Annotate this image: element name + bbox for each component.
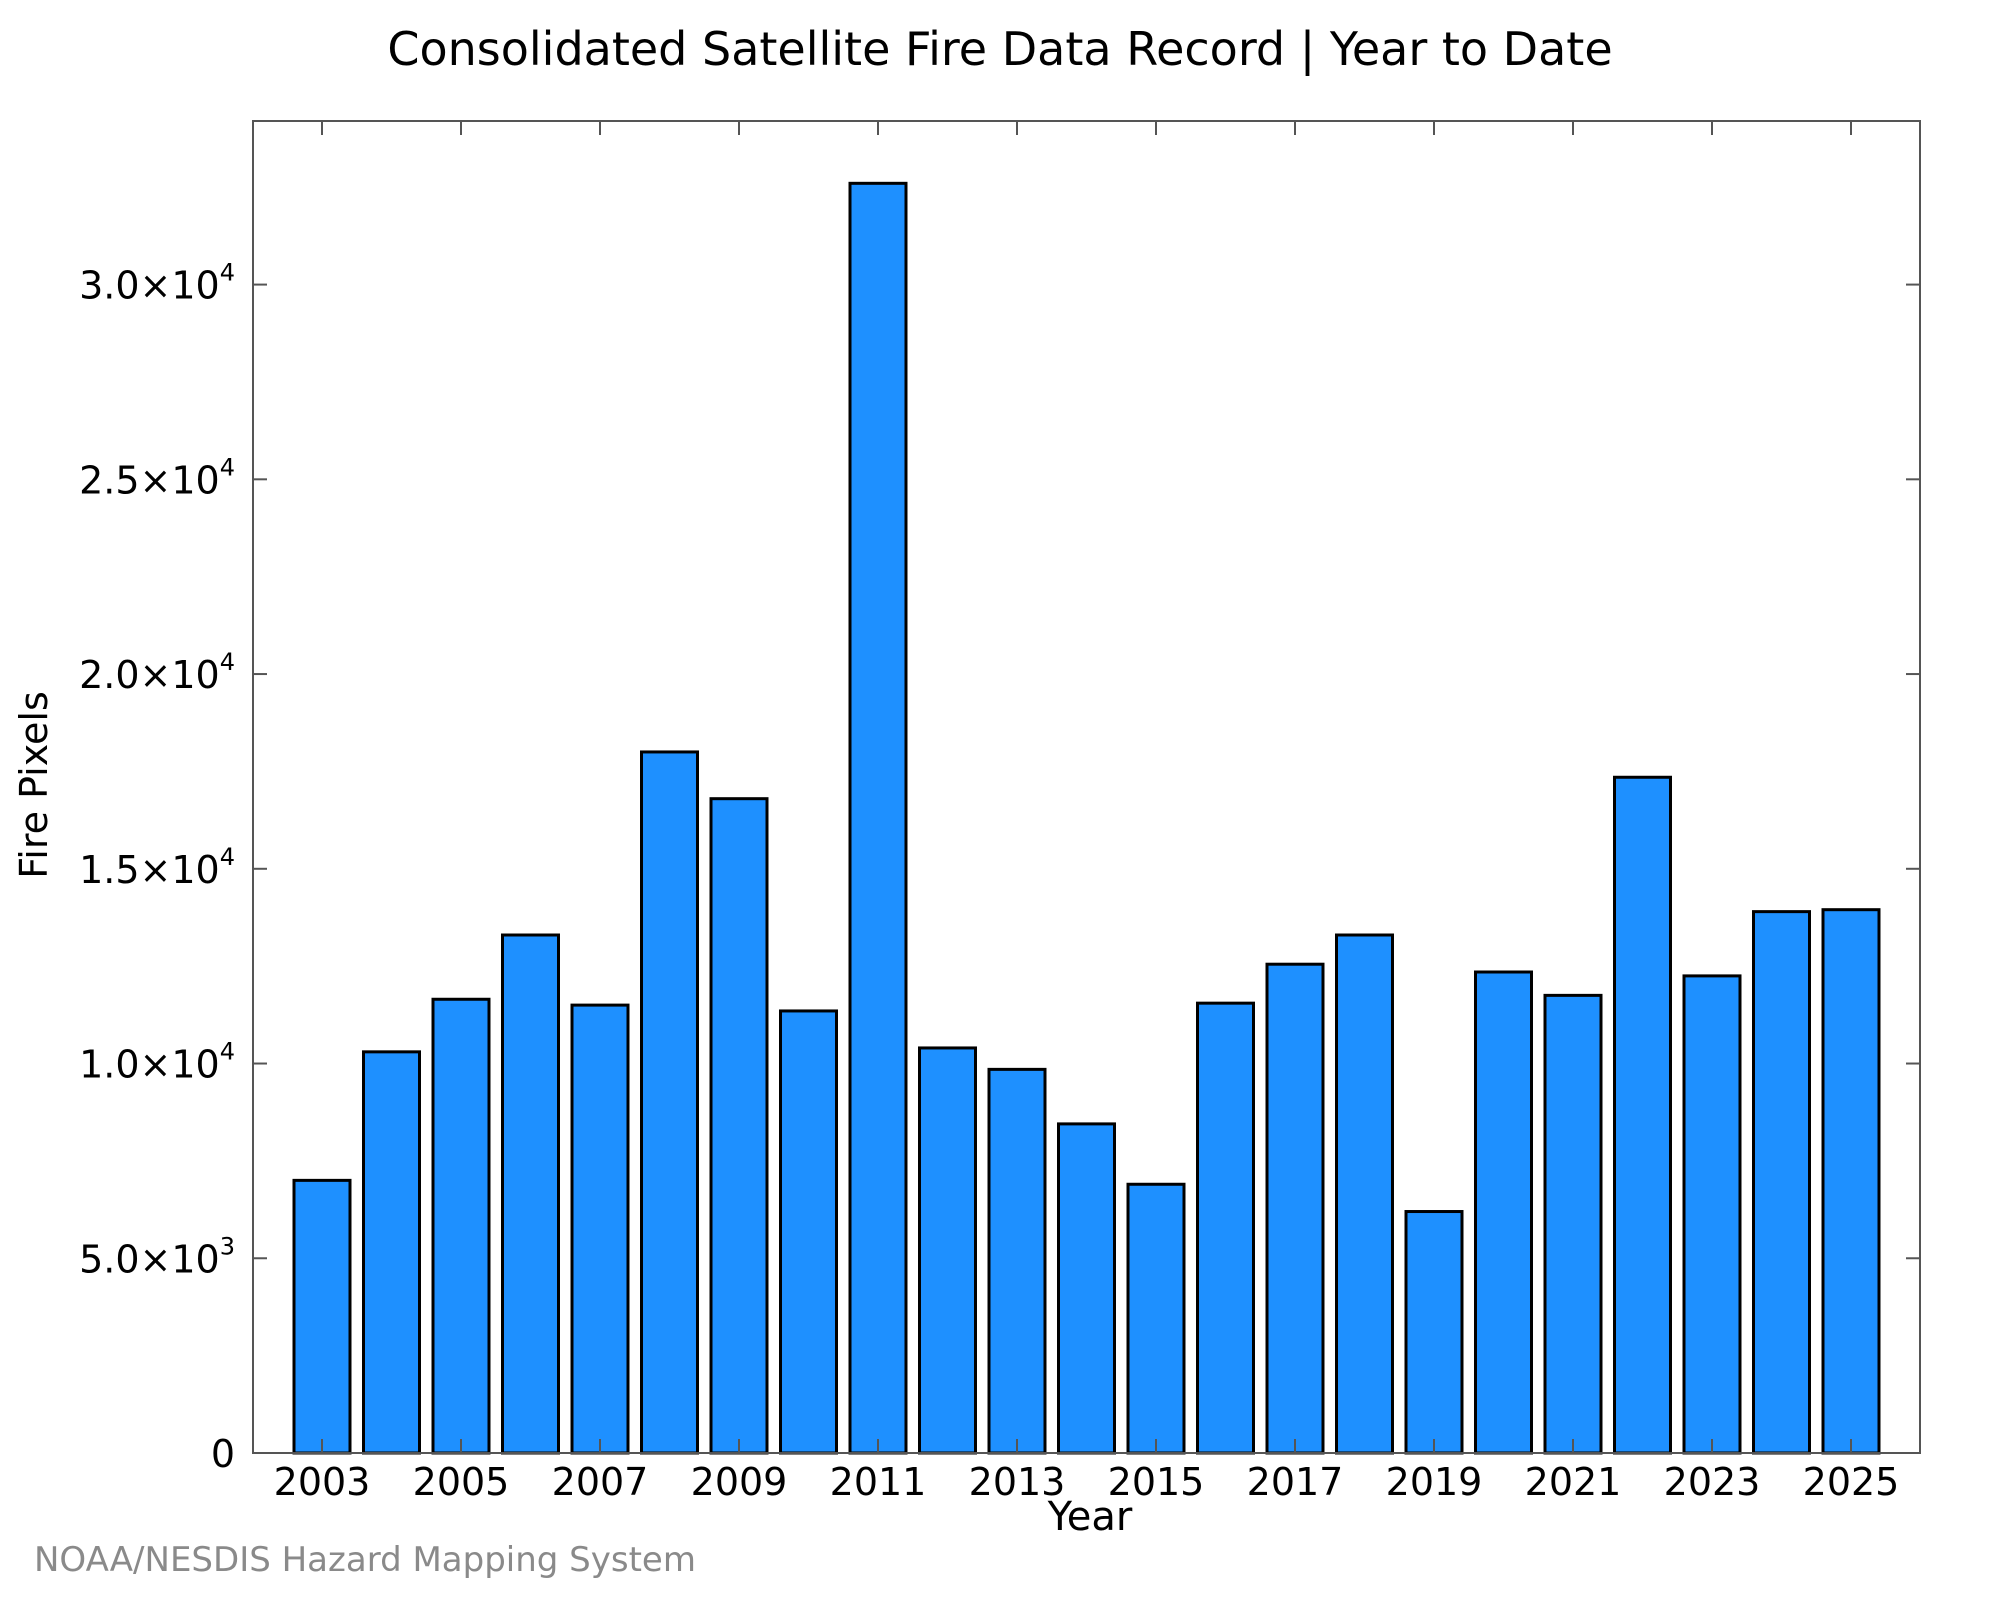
x-tick-label-2007: 2007 — [552, 1460, 649, 1504]
bar-2005 — [431, 997, 491, 1455]
bar-2022 — [1613, 775, 1672, 1455]
y-tick-label-25000: 2.5×104 — [79, 453, 235, 502]
bar-2004 — [362, 1050, 421, 1455]
plot-frame — [252, 120, 1921, 1454]
bar-2012 — [918, 1046, 977, 1455]
x-tick-label-2023: 2023 — [1664, 1460, 1761, 1504]
bar-2020 — [1474, 970, 1533, 1455]
bar-2013 — [987, 1067, 1047, 1455]
bar-2021 — [1543, 993, 1603, 1455]
ticks-group: 2003 2005 2007 2009 2011 2013 2015 2017 2019 2021… — [79, 121, 1920, 1504]
bar-2024 — [1752, 910, 1811, 1455]
x-tick-label-2003: 2003 — [274, 1460, 371, 1504]
x-tick-label-2017: 2017 — [1247, 1460, 1344, 1504]
bar-2009 — [709, 797, 769, 1455]
y-tick-label-30000: 3.0×104 — [79, 259, 235, 308]
bar-2017 — [1265, 962, 1325, 1455]
y-axis-label: Fire Pixels — [12, 691, 56, 879]
x-tick-label-2013: 2013 — [969, 1460, 1066, 1504]
y-tick-label-20000: 2.0×104 — [79, 648, 235, 697]
chart-title: Consolidated Satellite Fire Data Record … — [387, 22, 1613, 76]
bar-2015 — [1126, 1182, 1186, 1455]
bar-2014 — [1057, 1122, 1116, 1455]
y-tick-label-5000: 5.0×103 — [79, 1232, 235, 1281]
bar-2008 — [640, 750, 699, 1455]
bar-2025 — [1821, 908, 1881, 1455]
x-tick-label-2021: 2021 — [1525, 1460, 1622, 1504]
x-tick-label-2025: 2025 — [1803, 1460, 1900, 1504]
x-tick-label-2011: 2011 — [830, 1460, 927, 1504]
x-tick-label-2009: 2009 — [691, 1460, 788, 1504]
x-tick-label-2005: 2005 — [413, 1460, 510, 1504]
bar-2006 — [501, 933, 560, 1455]
bars-group — [292, 181, 1881, 1455]
y-tick-label-0: 0 — [211, 1432, 235, 1476]
x-axis-label: Year — [1047, 1494, 1133, 1540]
y-tick-label-15000: 1.5×104 — [79, 843, 235, 892]
bar-2007 — [570, 1003, 630, 1455]
bar-2023 — [1682, 974, 1742, 1455]
y-tick-label-10000: 1.0×104 — [79, 1038, 235, 1087]
bar-2019 — [1404, 1210, 1464, 1455]
source-credit: NOAA/NESDIS Hazard Mapping System — [34, 1540, 696, 1580]
bar-2011 — [848, 181, 908, 1455]
bar-2016 — [1196, 1001, 1255, 1455]
bar-2010 — [779, 1009, 838, 1455]
bar-2018 — [1335, 933, 1394, 1455]
x-tick-label-2015: 2015 — [1108, 1460, 1205, 1504]
x-tick-label-2019: 2019 — [1386, 1460, 1483, 1504]
bar-2003 — [292, 1178, 352, 1455]
